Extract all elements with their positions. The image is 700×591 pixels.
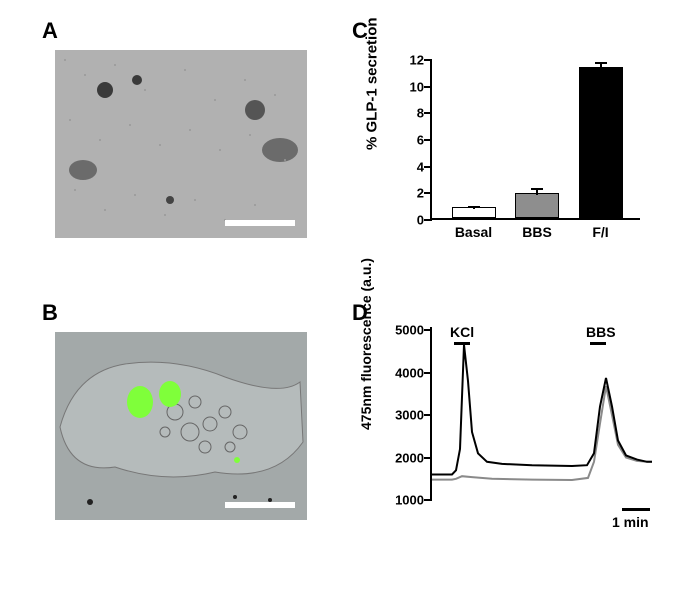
panel-a-label: A (42, 18, 58, 44)
panel-b-micrograph (55, 332, 307, 520)
chart-c-yticklabel: 6 (417, 133, 424, 148)
chart-d-axis-tick (430, 327, 432, 333)
chart-d-ytick (424, 372, 432, 374)
chart-d-ytick (424, 499, 432, 501)
chart-c-ytick (424, 59, 432, 61)
chart-d-ylabel: 475nm fluorescence (a.u.) (358, 258, 374, 430)
chart-c-ytick (424, 86, 432, 88)
chart-c-yticklabel: 0 (417, 213, 424, 228)
chart-c-yticklabel: 2 (417, 186, 424, 201)
chart-c-xlabel: F/I (571, 224, 631, 240)
bar-chart-c: % GLP-1 secretion 024681012BasalBBSF/I (380, 50, 660, 250)
chart-c-yticklabel: 8 (417, 106, 424, 121)
chart-c-yticklabel: 4 (417, 159, 424, 174)
chart-c-bar (579, 67, 623, 218)
chart-d-ytick (424, 414, 432, 416)
chart-c-bar (515, 193, 559, 218)
stimulus-bar (454, 342, 470, 345)
time-scale-bar (622, 508, 650, 511)
chart-d-yticklabel: 4000 (395, 365, 424, 380)
panel-b-scalebar (225, 502, 295, 508)
chart-c-yticklabel: 10 (410, 79, 424, 94)
chart-d-plot-area: 10002000300040005000KClBBS1 min (430, 330, 650, 500)
chart-d-yticklabel: 3000 (395, 408, 424, 423)
micrograph-b-svg (55, 332, 307, 520)
chart-c-ylabel: % GLP-1 secretion (364, 17, 381, 150)
trace-line (432, 345, 652, 475)
chart-c-ytick (424, 139, 432, 141)
chart-c-xlabel: Basal (444, 224, 504, 240)
panel-a-micrograph (55, 50, 307, 238)
chart-c-ytick (424, 112, 432, 114)
chart-c-errorcap (531, 188, 543, 190)
chart-d-yticklabel: 5000 (395, 323, 424, 338)
trace-chart-d: 475nm fluorescence (a.u.) 10002000300040… (370, 320, 670, 550)
chart-c-ytick (424, 192, 432, 194)
chart-c-errorcap (595, 62, 607, 64)
stimulus-label: KCl (450, 324, 474, 340)
chart-c-xlabel: BBS (507, 224, 567, 240)
chart-c-errorcap (468, 206, 480, 208)
stimulus-bar (590, 342, 606, 345)
chart-d-ytick (424, 457, 432, 459)
panel-a-scalebar (225, 220, 295, 226)
chart-c-ytick (424, 219, 432, 221)
micrograph-a-svg (55, 50, 307, 238)
panel-b-label: B (42, 300, 58, 326)
chart-d-yticklabel: 1000 (395, 493, 424, 508)
chart-c-plot-area: 024681012BasalBBSF/I (430, 60, 640, 220)
chart-c-yticklabel: 12 (410, 53, 424, 68)
chart-c-ytick (424, 166, 432, 168)
time-scale-label: 1 min (612, 514, 649, 530)
stimulus-label: BBS (586, 324, 616, 340)
chart-d-yticklabel: 2000 (395, 450, 424, 465)
chart-d-traces (432, 330, 652, 500)
